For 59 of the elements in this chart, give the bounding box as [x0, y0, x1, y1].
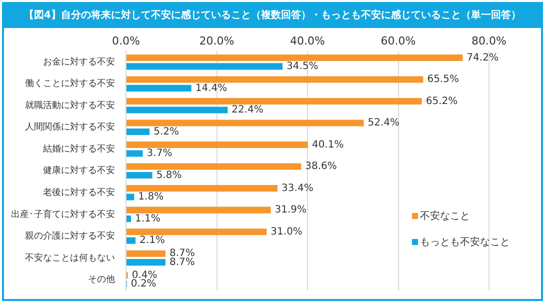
y-tick-label: 健康に対する不安 — [43, 165, 115, 176]
data-label: 2.1% — [140, 235, 165, 246]
y-tick-label: 結婚に対する不安 — [42, 143, 115, 154]
bar — [126, 142, 308, 148]
bar — [126, 84, 192, 92]
data-label: 1.8% — [138, 192, 164, 203]
x-tick-label: 0.0% — [112, 34, 140, 48]
data-label: 31.9% — [274, 204, 307, 216]
y-tick-label: 老後に対する不安 — [43, 187, 115, 198]
bar — [126, 128, 150, 135]
y-tick-label: 働くことに対する不安 — [25, 78, 115, 90]
y-tick-label: 就職活動に対する不安 — [25, 100, 115, 111]
y-tick-label: 不安なことは何もない — [25, 252, 115, 264]
data-label: 65.2% — [426, 96, 458, 107]
data-label: 5.2% — [154, 126, 179, 138]
data-label: 8.7% — [169, 256, 195, 268]
data-label: 31.0% — [270, 226, 302, 238]
data-label: 33.4% — [282, 182, 314, 194]
data-label: 14.4% — [195, 82, 228, 94]
y-tick-label: その他 — [88, 274, 115, 286]
data-label: 5.8% — [156, 170, 182, 181]
bar — [126, 163, 302, 170]
y-tick-label: 親の介護に対する不安 — [25, 230, 115, 242]
chart-title: 【図4】自分の将来に対して不安に感じていること（複数回答）・もっとも不安に感じていること（単一回答） — [4, 4, 541, 28]
data-label: 34.5% — [286, 61, 318, 72]
bar — [126, 250, 166, 257]
data-label: 22.4% — [232, 104, 264, 116]
data-label: 65.5% — [427, 74, 459, 86]
bar — [126, 194, 134, 200]
bar — [126, 54, 463, 61]
bar — [126, 237, 136, 244]
data-label: 74.2% — [466, 52, 498, 64]
bar — [126, 150, 143, 157]
bar — [126, 106, 228, 114]
data-label: 38.6% — [305, 161, 337, 172]
x-tick-label: 40.0% — [290, 34, 325, 48]
data-label: 52.4% — [368, 118, 400, 129]
data-label: 0.2% — [130, 278, 156, 290]
x-tick-label: 80.0% — [472, 34, 506, 48]
bar — [126, 98, 422, 105]
bar — [126, 63, 283, 70]
data-label: 40.1% — [312, 139, 344, 150]
data-label: 1.1% — [134, 213, 160, 224]
bar — [126, 172, 152, 179]
x-tick-label: 60.0% — [380, 34, 416, 48]
bar — [126, 206, 271, 214]
y-tick-label: お金に対する不安 — [43, 56, 115, 68]
legend-label: もっとも不安なこと — [419, 236, 510, 249]
bar — [126, 216, 131, 222]
bar — [126, 120, 364, 126]
bar — [126, 76, 424, 83]
bar — [126, 185, 278, 192]
data-label: 3.7% — [146, 148, 172, 160]
legend-label: 不安なこと — [419, 210, 471, 223]
y-tick-label: 人間関係に対する不安 — [25, 122, 115, 133]
x-tick-label: 20.0% — [199, 34, 234, 48]
bar — [126, 228, 267, 236]
bar — [126, 259, 166, 266]
y-tick-label: 出産･子育てに対する不安 — [11, 208, 115, 220]
